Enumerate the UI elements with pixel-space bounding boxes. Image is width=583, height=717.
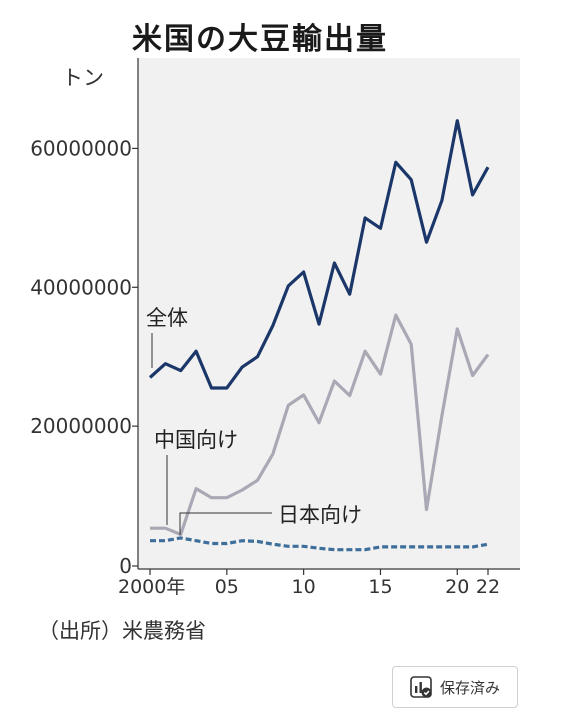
series-label: 中国向け [154, 428, 238, 452]
chart-saved-icon [410, 676, 432, 698]
save-button[interactable]: 保存済み [392, 666, 518, 708]
x-tick-label: 22 [476, 576, 500, 598]
series-leader [179, 512, 272, 535]
series-line [150, 313, 490, 537]
plot-background [138, 58, 520, 568]
y-tick-label: 60000000 [30, 136, 132, 160]
y-tick-label: 40000000 [30, 275, 132, 299]
source-note: （出所）米農務省 [38, 619, 206, 643]
x-tick-label: 10 [292, 576, 316, 598]
x-tick-label: 05 [215, 576, 239, 598]
series-label: 日本向け [278, 503, 362, 527]
y-axis-unit: トン [62, 66, 104, 90]
x-tick-label: 2000年 [118, 576, 185, 598]
y-tick-label: 0 [119, 554, 132, 578]
chart-title: 米国の大豆輸出量 [132, 22, 388, 57]
series-line [148, 119, 490, 390]
series-label: 全体 [146, 306, 188, 330]
x-tick-label: 15 [368, 576, 392, 598]
y-tick-label: 20000000 [30, 414, 132, 438]
x-tick-label: 20 [445, 576, 469, 598]
save-button-label: 保存済み [439, 678, 500, 697]
series-line [150, 536, 489, 552]
